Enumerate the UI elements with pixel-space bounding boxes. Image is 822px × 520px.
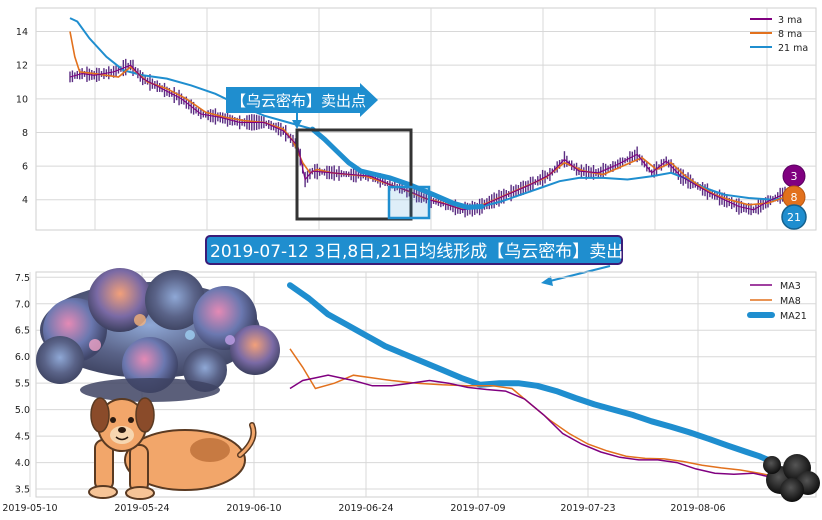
bottom-series-ma21 <box>287 282 775 465</box>
bottom-y-tick-label: 4.5 <box>15 432 30 443</box>
legend-label-21ma: 21 ma <box>778 43 808 54</box>
top-chart-y-ticks: 4 6 8 10 12 14 <box>16 27 28 206</box>
badge-21-label: 21 <box>787 211 801 224</box>
top-series-21ma-emphasis <box>309 126 485 210</box>
bottom-x-tick-label: 2019-05-10 <box>2 503 57 514</box>
legend-label-ma3: MA3 <box>780 281 801 292</box>
legend-label-8ma: 8 ma <box>778 29 802 40</box>
callout-arrow-shape <box>226 83 378 117</box>
top-y-tick-label: 6 <box>22 162 28 173</box>
bottom-x-tick-label: 2019-05-24 <box>114 503 169 514</box>
bottom-y-tick-label: 6.0 <box>15 352 30 363</box>
bottom-x-tick-label: 2019-06-24 <box>338 503 393 514</box>
banner-box <box>205 235 623 265</box>
bottom-y-tick-label: 7.5 <box>15 273 30 284</box>
cloud-pattern-box <box>295 128 413 221</box>
top-series-8ma <box>69 31 783 209</box>
bottom-x-tick-label: 2019-06-10 <box>226 503 281 514</box>
badge-21 <box>781 204 807 230</box>
top-y-tick-label: 4 <box>22 195 28 206</box>
bottom-series-ma8 <box>289 348 773 477</box>
ma-badges: 3 8 21 <box>781 164 807 230</box>
callout-label: 【乌云密布】卖出点 <box>231 92 366 110</box>
sell-point-callout: 【乌云密布】卖出点 <box>226 83 378 129</box>
banner-pointer-head <box>541 276 553 286</box>
top-y-tick-label: 14 <box>16 27 28 38</box>
banner-pointer-stem <box>549 265 611 282</box>
top-y-tick-label: 10 <box>16 94 28 105</box>
badge-8-label: 8 <box>791 191 798 204</box>
bottom-chart-y-ticks: 3.5 4.0 4.5 5.0 5.5 6.0 6.5 7.0 7.5 <box>15 273 30 496</box>
black-cloud-icon <box>763 454 820 502</box>
dark-cloud-illustration <box>36 268 280 402</box>
top-series-3ma <box>69 64 783 211</box>
bottom-x-tick-label: 2019-07-23 <box>560 503 615 514</box>
callout-pointer-head <box>292 120 302 129</box>
top-y-tick-label: 8 <box>22 128 28 139</box>
bottom-y-tick-label: 6.5 <box>15 326 30 337</box>
top-chart-ma-lines <box>69 17 786 211</box>
top-chart-frame <box>35 7 817 231</box>
bottom-x-tick-label: 2019-07-09 <box>450 503 505 514</box>
top-legend: 3 ma 8 ma 21 ma <box>750 15 808 54</box>
bottom-y-tick-label: 5.0 <box>15 405 30 416</box>
bottom-chart-ma-lines <box>287 282 775 479</box>
top-chart: 4 6 8 10 12 14 【乌云密布】卖出点 3 ma 8 ma 21 ma 3 8 <box>16 7 817 231</box>
pattern-banner: 2019-07-12 3日,8日,21日均线形成【乌云密布】卖出点 <box>205 235 640 286</box>
bottom-x-tick-label: 2019-08-06 <box>670 503 725 514</box>
bottom-legend: MA3 MA8 MA21 <box>747 281 807 322</box>
bottom-y-tick-label: 5.5 <box>15 379 30 390</box>
bottom-y-tick-label: 7.0 <box>15 299 30 310</box>
sell-point-box <box>387 185 431 220</box>
bottom-chart-x-ticks: 2019-05-10 2019-05-24 2019-06-10 2019-06-24… <box>2 503 725 514</box>
dog-illustration <box>88 397 257 500</box>
legend-label-ma8: MA8 <box>780 296 801 307</box>
bottom-chart-frame <box>35 271 817 498</box>
bottom-series-ma3 <box>289 374 773 479</box>
top-y-tick-label: 12 <box>16 61 28 72</box>
legend-label-3ma: 3 ma <box>778 15 802 26</box>
banner-text: 2019-07-12 3日,8日,21日均线形成【乌云密布】卖出点 <box>210 242 640 262</box>
bottom-y-tick-label: 3.5 <box>15 485 30 496</box>
legend-label-ma21: MA21 <box>780 311 807 322</box>
badge-3-label: 3 <box>791 170 798 183</box>
bottom-y-tick-label: 4.0 <box>15 458 30 469</box>
